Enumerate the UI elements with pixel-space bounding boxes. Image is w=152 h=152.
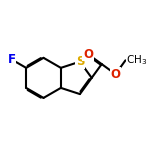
- Text: S: S: [76, 55, 84, 68]
- Text: O: O: [111, 68, 121, 81]
- Text: O: O: [83, 48, 93, 61]
- Text: CH$_3$: CH$_3$: [126, 54, 148, 67]
- Text: F: F: [7, 53, 15, 66]
